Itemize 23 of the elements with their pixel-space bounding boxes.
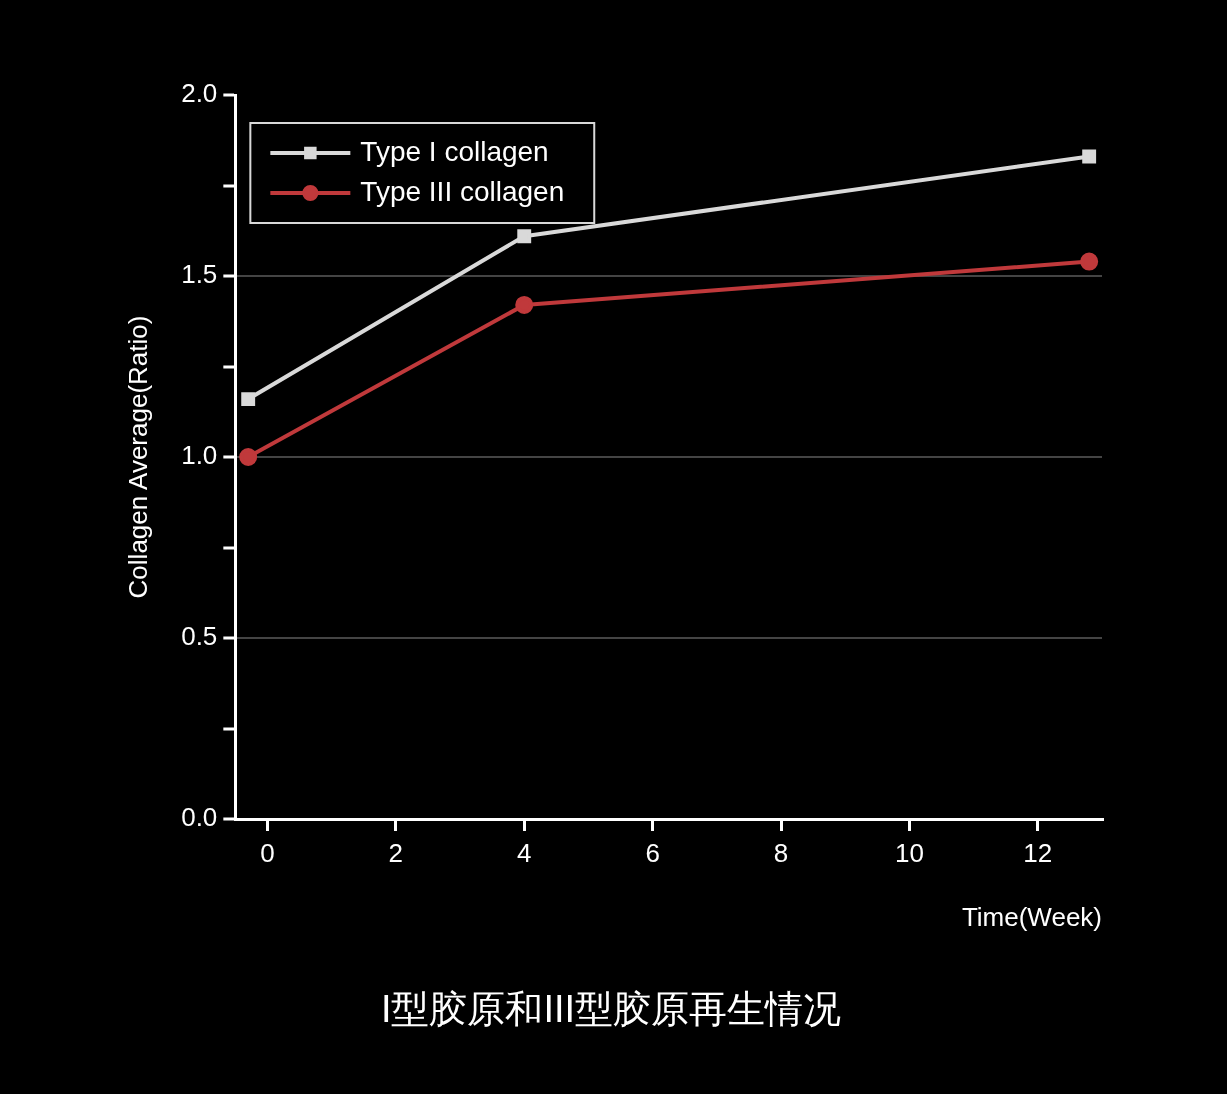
text: I型胶原和III型胶原再生情况 <box>380 987 842 1030</box>
y-tick-label: 1.5 <box>181 259 218 290</box>
y-tick-label: 2.0 <box>181 78 218 109</box>
x-tick-label: 0 <box>260 837 275 868</box>
x-tick-label: 12 <box>1023 837 1053 868</box>
y-tick-label: 0.0 <box>181 802 218 833</box>
x-axis-title: Time(Week) <box>961 901 1102 932</box>
y-axis-title: Collagen Average(Ratio) <box>122 315 153 599</box>
point <box>1080 252 1099 271</box>
x-tick-label: 10 <box>894 837 924 868</box>
x-tick-label: 6 <box>645 837 660 868</box>
y-tick-label: 0.5 <box>181 621 218 652</box>
x-tick-label: 2 <box>388 837 404 868</box>
legend-label: Type III collagen <box>360 175 565 207</box>
point <box>239 448 258 466</box>
point <box>515 295 534 314</box>
x-tick-label: 4 <box>516 837 532 868</box>
x-tick-label: 8 <box>773 837 789 868</box>
point <box>517 229 532 244</box>
point <box>1082 149 1097 164</box>
y-tick-label: 1.0 <box>181 440 218 471</box>
legend-label: Type I collagen <box>360 135 549 167</box>
point <box>241 392 256 407</box>
